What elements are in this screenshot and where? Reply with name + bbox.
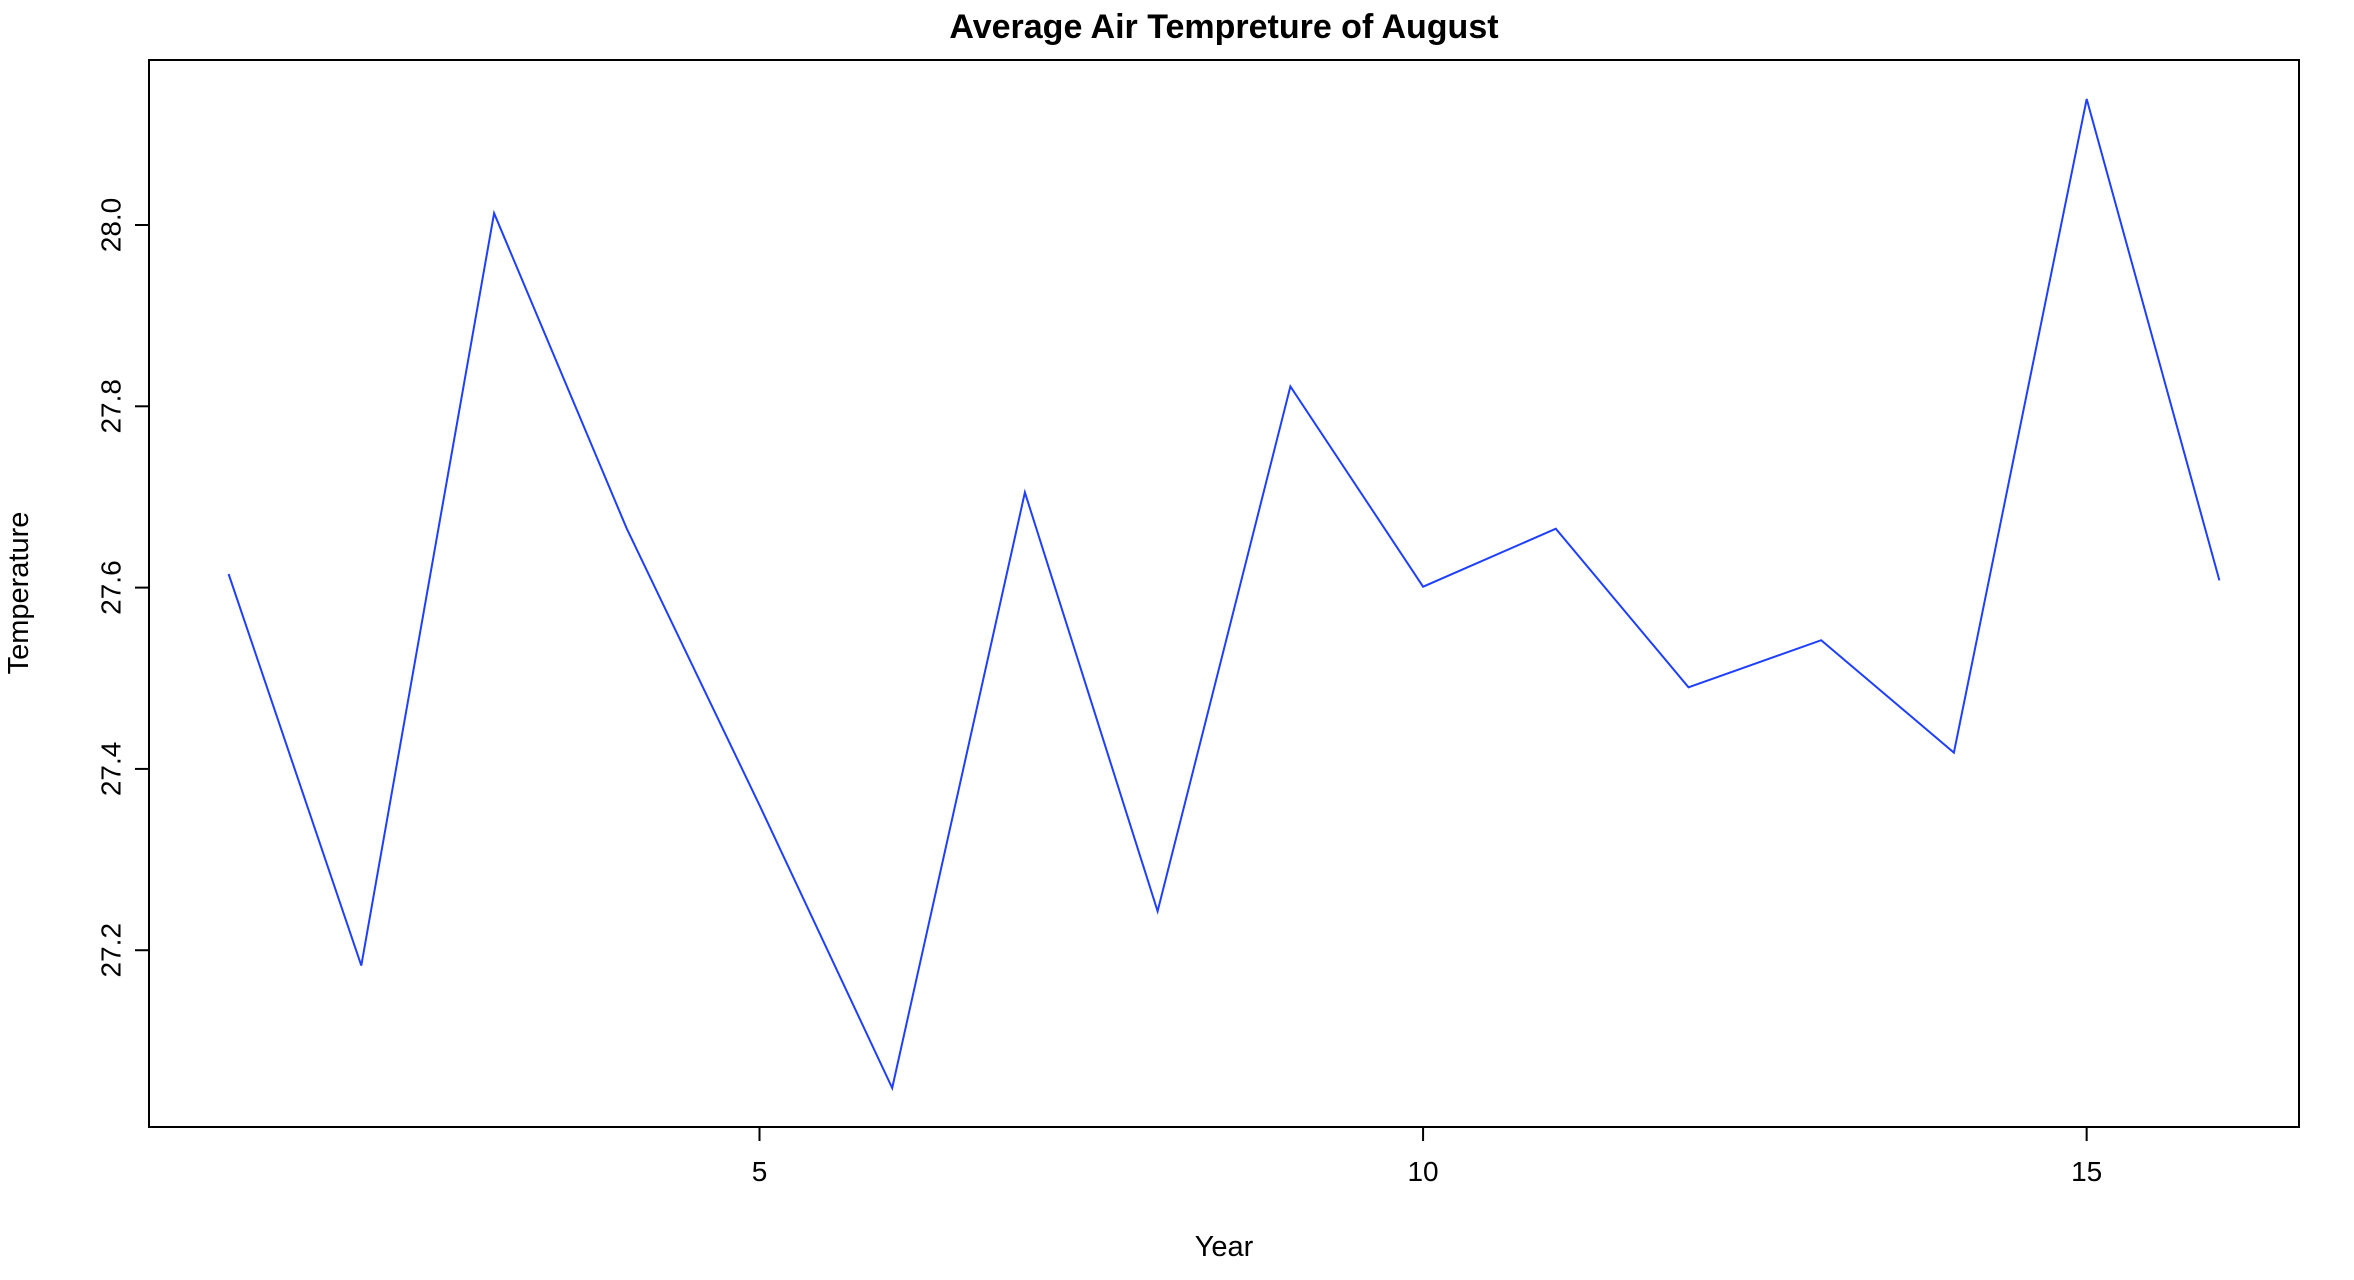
x-axis-label: Year bbox=[1195, 1231, 1254, 1263]
x-tick-label: 5 bbox=[752, 1156, 768, 1187]
x-tick-label: 10 bbox=[1407, 1156, 1438, 1187]
plot-frame bbox=[148, 59, 2300, 1128]
y-tick-label: 28.0 bbox=[96, 198, 127, 253]
y-tick-label: 27.6 bbox=[96, 560, 127, 615]
y-tick-label: 27.2 bbox=[96, 923, 127, 978]
y-tick-label: 27.8 bbox=[96, 379, 127, 434]
series-line-0 bbox=[227, 98, 2221, 1092]
y-axis-label: Temperature bbox=[3, 512, 35, 675]
y-tick-label: 27.4 bbox=[96, 742, 127, 797]
x-axis: 5 10 15 bbox=[752, 1127, 2102, 1187]
x-tick-label: 15 bbox=[2071, 1156, 2102, 1187]
chart-title: Average Air Tempreture of August bbox=[949, 8, 1498, 46]
series-layer bbox=[227, 98, 2221, 1092]
y-axis: 27.2 27.4 27.6 27.8 28.0 bbox=[96, 198, 149, 978]
